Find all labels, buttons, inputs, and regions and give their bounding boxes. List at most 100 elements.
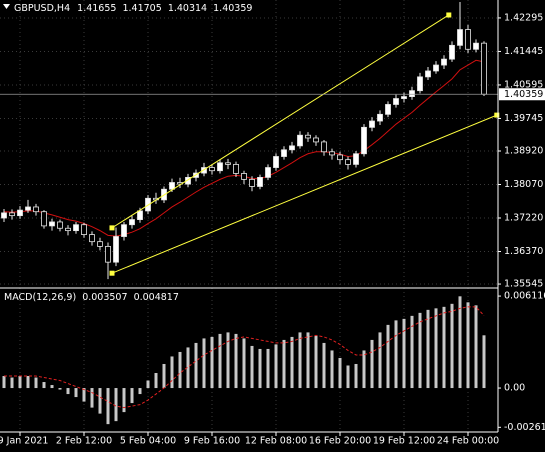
candle-body: [465, 29, 471, 50]
candle-body: [361, 126, 367, 155]
macd-bar: [258, 348, 262, 389]
candle-body: [305, 134, 311, 139]
macd-bar: [330, 350, 334, 389]
current-price-label: 1.40359: [504, 89, 543, 100]
candle-body: [481, 42, 487, 95]
macd-bar: [386, 324, 390, 389]
candle-body: [417, 76, 423, 92]
macd-bar: [130, 388, 134, 404]
candle-body: [329, 151, 335, 156]
candle-body: [225, 162, 231, 165]
candle-body: [441, 58, 447, 66]
y-tick-label: 1.37220: [504, 213, 543, 224]
candle-body: [313, 137, 319, 143]
macd-bar: [18, 376, 22, 389]
candle-body: [433, 64, 439, 72]
macd-bar: [146, 380, 150, 389]
macd-bar: [314, 335, 318, 389]
macd-bar: [186, 347, 190, 389]
macd-bar: [450, 303, 454, 389]
macd-bar: [26, 376, 30, 389]
macd-bar: [458, 296, 462, 389]
candle-body: [409, 90, 415, 97]
macd-bar: [442, 306, 446, 389]
macd-bar: [58, 388, 62, 390]
macd-bar: [98, 388, 102, 414]
x-tick-label: 5 Feb 04:00: [120, 436, 176, 447]
macd-bar: [290, 336, 294, 389]
y-tick-label: 1.38070: [504, 179, 543, 190]
macd-bar: [242, 338, 246, 389]
candle-body: [185, 177, 191, 185]
candle-body: [345, 159, 351, 165]
candle-body: [297, 134, 303, 147]
macd-bar: [346, 365, 350, 389]
macd-bar: [202, 338, 206, 389]
macd-title: MACD(12,26,9): [4, 292, 76, 303]
macd-bar: [378, 332, 382, 389]
high-value: 1.41705: [122, 3, 161, 14]
candle-body: [401, 96, 407, 99]
plot: [0, 1, 500, 425]
macd-bar: [106, 388, 110, 425]
y-tick-label: 1.41445: [504, 46, 543, 57]
macd-bar: [218, 333, 222, 389]
macd-value: 0.003507: [82, 292, 127, 303]
candle-body: [289, 145, 295, 151]
macd-bar: [170, 356, 174, 389]
candle-body: [169, 182, 175, 190]
trendline-anchor: [109, 225, 115, 231]
macd-bar: [362, 350, 366, 389]
candle-body: [65, 227, 71, 232]
candle-body: [49, 221, 55, 227]
x-tick-label: 19 Feb 12:00: [373, 436, 435, 447]
candle-body: [41, 211, 47, 227]
candle-body: [89, 234, 95, 243]
macd-bar: [154, 373, 158, 389]
candle-body: [129, 219, 135, 226]
candle-body: [425, 70, 431, 78]
candle-body: [281, 149, 287, 157]
y-tick-label: 1.39745: [504, 113, 543, 124]
candle-body: [201, 167, 207, 174]
macd-bar: [194, 342, 198, 389]
candle-body: [1, 212, 7, 219]
candle-body: [265, 167, 271, 178]
y-tick-label: 1.38920: [504, 145, 543, 156]
x-tick-label: 16 Feb 20:00: [309, 436, 371, 447]
macd-bar: [82, 388, 86, 402]
candle-body: [249, 178, 255, 187]
macd-bar: [306, 332, 310, 389]
candle-body: [241, 173, 247, 180]
y-tick-label: 1.42295: [504, 12, 543, 23]
y2-tick-label: -0.002611: [504, 422, 545, 433]
candle-body: [457, 29, 463, 46]
y-tick-label: 1.40595: [504, 79, 543, 90]
candle-body: [81, 224, 87, 235]
menu-arrow[interactable]: [3, 4, 10, 9]
macd-bar: [434, 308, 438, 389]
macd-bar: [162, 363, 166, 389]
macd-bar: [210, 336, 214, 389]
trendline-anchor: [494, 112, 500, 118]
macd-bar: [370, 339, 374, 389]
macd-bar: [74, 388, 78, 398]
macd-bar: [466, 302, 470, 389]
candle-body: [209, 167, 215, 172]
candle-body: [257, 177, 263, 187]
x-tick-label: 2 Feb 12:00: [56, 436, 112, 447]
trendline: [111, 114, 497, 274]
candle-body: [337, 154, 343, 161]
signal-value: 0.004817: [134, 292, 179, 303]
macd-bar: [474, 305, 478, 389]
macd-bar: [418, 312, 422, 389]
candle-body: [97, 241, 103, 247]
chart-title: GBPUSD,H4: [14, 3, 70, 14]
macd-bar: [114, 388, 118, 422]
macd-bar: [274, 344, 278, 389]
macd-signal: [4, 306, 485, 409]
macd-bar: [394, 320, 398, 389]
trendline: [111, 14, 450, 229]
macd-bar: [234, 333, 238, 389]
